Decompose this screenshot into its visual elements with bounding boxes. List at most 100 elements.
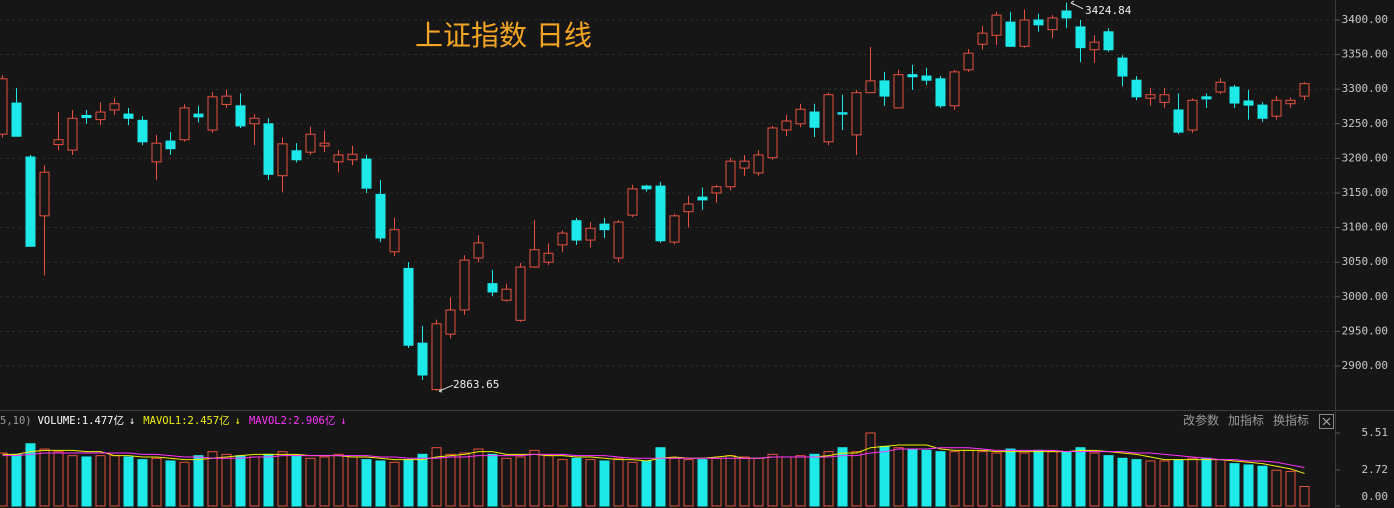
candle-body — [375, 193, 386, 239]
legend-arrow: ↓ — [235, 415, 241, 427]
volume-bar — [725, 455, 736, 507]
y-tick-label: 3050.00 — [1342, 255, 1388, 268]
y-tick-label: 3000.00 — [1342, 290, 1388, 303]
annotation-arrow — [438, 384, 454, 393]
candle-body — [543, 252, 554, 263]
candle-body — [53, 139, 64, 146]
volume-bar — [403, 459, 414, 507]
candle-body — [1131, 79, 1142, 98]
candle-body — [459, 259, 470, 311]
volume-bar — [11, 453, 22, 507]
volume-bar — [599, 460, 610, 507]
candle-body — [865, 80, 876, 94]
volume-bar — [501, 457, 512, 507]
candle-body — [697, 196, 708, 201]
candle-body — [557, 232, 568, 246]
volume-bar — [277, 451, 288, 507]
volume-bar — [823, 451, 834, 507]
toolbar-button[interactable]: 改参数 — [1183, 413, 1219, 428]
annotation: 2863.65 — [453, 378, 499, 391]
candle-body — [193, 113, 204, 118]
candle-body — [1187, 99, 1198, 131]
candle-body — [11, 102, 22, 137]
candle-body — [235, 105, 246, 127]
volume-bar — [753, 457, 764, 507]
volume-bar — [1145, 460, 1156, 507]
candle-body — [109, 103, 120, 111]
volume-bar — [109, 455, 120, 507]
candle-body — [977, 32, 988, 45]
y-tick-label: 3300.00 — [1342, 82, 1388, 95]
volume-bar — [781, 456, 792, 507]
candle-body — [599, 223, 610, 231]
candle-body — [1047, 17, 1058, 31]
candle-body — [1089, 41, 1100, 51]
candle-body — [207, 96, 218, 131]
volume-bar — [291, 455, 302, 507]
volume-bar — [235, 455, 246, 507]
volume-bar — [879, 445, 890, 507]
candle-body — [25, 156, 36, 247]
volume-bar — [137, 459, 148, 507]
candle-body — [1257, 104, 1268, 119]
volume-bar — [1033, 449, 1044, 507]
legend-prefix: 5,10) — [0, 415, 32, 427]
volume-bar — [1243, 464, 1254, 507]
annotation: 3424.84 — [1085, 4, 1132, 17]
y-tick-label: 3100.00 — [1342, 221, 1388, 234]
candle-body — [291, 150, 302, 161]
volume-bar — [767, 453, 778, 507]
volume-bar — [1187, 457, 1198, 507]
candle-body — [1159, 94, 1170, 103]
volume-bar — [711, 457, 722, 507]
volume-bar — [991, 452, 1002, 507]
toolbar-button[interactable]: 加指标 — [1228, 413, 1264, 428]
candle-body — [571, 220, 582, 241]
candle-body — [445, 309, 456, 335]
candle-body — [1117, 57, 1128, 77]
close-button[interactable] — [1319, 414, 1334, 429]
volume-bar — [641, 460, 652, 507]
volume-bar — [543, 455, 554, 507]
candle-body — [753, 154, 764, 174]
candle-body — [515, 266, 526, 321]
candle-body — [361, 158, 372, 189]
candle-body — [641, 185, 652, 190]
volume-bar — [151, 457, 162, 507]
volume-bar — [1117, 457, 1128, 507]
candle-body — [1215, 81, 1226, 93]
candle-body — [529, 249, 540, 268]
y-tick-label: 2.72 — [1362, 463, 1389, 476]
volume-bar — [697, 459, 708, 507]
y-tick-label: 2900.00 — [1342, 359, 1388, 372]
candle-body — [67, 117, 78, 151]
candle-body — [683, 203, 694, 213]
volume-bar — [949, 451, 960, 507]
volume-bar — [473, 448, 484, 507]
volume-bar — [1159, 460, 1170, 507]
candle-body — [1201, 96, 1212, 100]
legend-label: MAVOL1:2.457亿 — [143, 414, 229, 427]
candle-body — [1103, 31, 1114, 51]
candle-body — [473, 242, 484, 259]
volume-bar — [557, 459, 568, 507]
candle-body — [0, 78, 8, 135]
volume-bar — [165, 460, 176, 507]
ma-line — [2, 444, 1305, 474]
volume-bar — [529, 449, 540, 507]
volume-bar — [459, 452, 470, 507]
candle-body — [1075, 26, 1086, 49]
candle-body — [711, 186, 722, 194]
volume-bar — [249, 456, 260, 507]
y-tick-label: 2950.00 — [1342, 324, 1388, 337]
candle-body — [767, 127, 778, 159]
candle-body — [305, 133, 316, 153]
legend-arrow: ↓ — [129, 415, 135, 427]
volume-bar — [361, 459, 372, 507]
candle-body — [907, 74, 918, 78]
volume-bar — [1019, 452, 1030, 507]
toolbar-button[interactable]: 换指标 — [1273, 413, 1309, 428]
legend-label: VOLUME:1.477亿 — [38, 414, 124, 427]
candle-body — [417, 342, 428, 376]
